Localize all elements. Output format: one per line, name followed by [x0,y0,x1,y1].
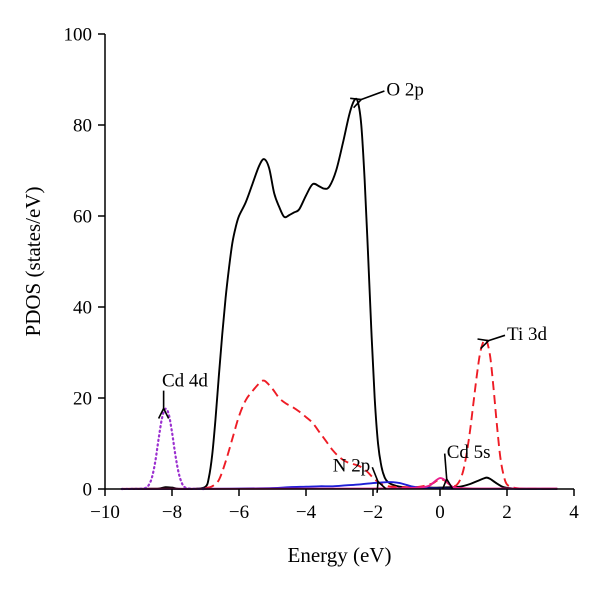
y-tick-label: 100 [64,25,93,46]
axes-frame [104,34,574,490]
annotation-label-cd-5s: Cd 5s [447,442,491,463]
x-axis-label: Energy (eV) [288,543,392,567]
y-tick-label: 80 [73,116,92,137]
series-line-o-2p [121,97,558,490]
x-tick-label: −10 [90,502,120,523]
annotation-arrow-n-2p [371,466,378,481]
annotation-arrow-cd-5s [445,453,447,479]
series-layer [120,97,558,491]
y-tick-label: 20 [73,389,92,410]
y-axis-label: PDOS (states/eV) [21,187,45,337]
x-tick-label: −4 [296,502,317,523]
annotation-label-cd-4d: Cd 4d [162,371,208,392]
annotation-arrow-o-2p [361,90,385,100]
annotation-label-n-2p: N 2p [333,456,370,477]
x-tick-label: 4 [569,502,579,523]
y-tick-label: 40 [73,298,92,319]
x-tick-label: 2 [502,502,512,523]
annotation-arrow-ti-3d [489,334,506,340]
x-tick-label: −8 [162,502,182,523]
x-tick-label: 0 [435,502,445,523]
series-line-cd-4d [120,407,207,491]
y-tick-label: 60 [73,207,92,228]
annotation-layer: O 2p Ti 3d Cd 4d N 2p Cd 5s [162,79,547,481]
y-tick-label: 0 [83,480,93,501]
annotation-label-o-2p: O 2p [386,79,423,100]
x-tick-label: −2 [363,502,383,523]
annotation-label-ti-3d: Ti 3d [507,324,547,345]
x-tick-label: −6 [229,502,249,523]
